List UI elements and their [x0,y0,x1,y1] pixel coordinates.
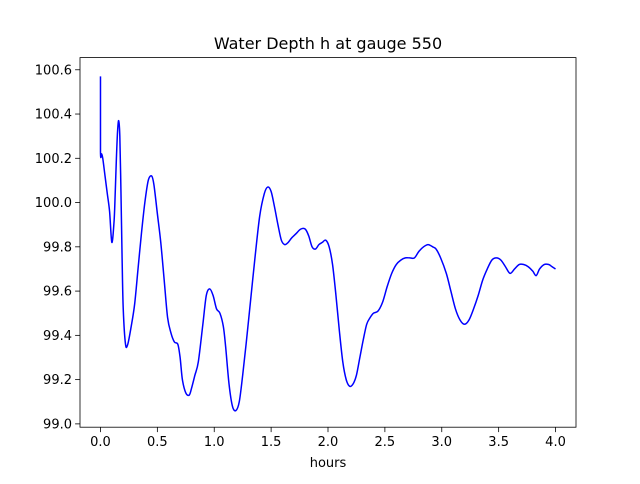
x-axis-ticks: 0.0 0.5 1.0 1.5 2.0 2.5 3.0 3.5 4.0 [90,427,566,450]
water-depth-series-line [99,76,556,412]
y-tick-label: 100.2 [35,152,72,167]
y-tick-label: 99.8 [43,240,72,255]
x-tick-label: 2.0 [318,435,339,450]
x-tick-label: 0.5 [147,435,168,450]
y-tick-label: 99.6 [43,285,72,300]
y-tick-label: 100.0 [35,196,72,211]
plot-area-frame [79,57,577,428]
x-tick-label: 3.0 [431,435,452,450]
x-axis-label: hours [310,456,347,471]
y-axis-ticks: 99.0 99.2 99.4 99.6 99.8 100.0 100.2 100.4 100.6 [35,63,80,432]
chart-title: Water Depth h at gauge 550 [214,34,442,53]
x-tick-label: 4.0 [545,435,566,450]
y-tick-label: 100.4 [35,108,72,123]
x-tick-label: 1.0 [204,435,225,450]
x-tick-label: 1.5 [261,435,282,450]
x-tick-label: 0.0 [90,435,111,450]
y-tick-label: 100.6 [35,63,72,78]
y-tick-label: 99.2 [43,373,72,388]
y-tick-label: 99.4 [43,329,72,344]
x-tick-label: 2.5 [375,435,396,450]
x-tick-label: 3.5 [488,435,509,450]
y-tick-label: 99.0 [43,417,72,432]
